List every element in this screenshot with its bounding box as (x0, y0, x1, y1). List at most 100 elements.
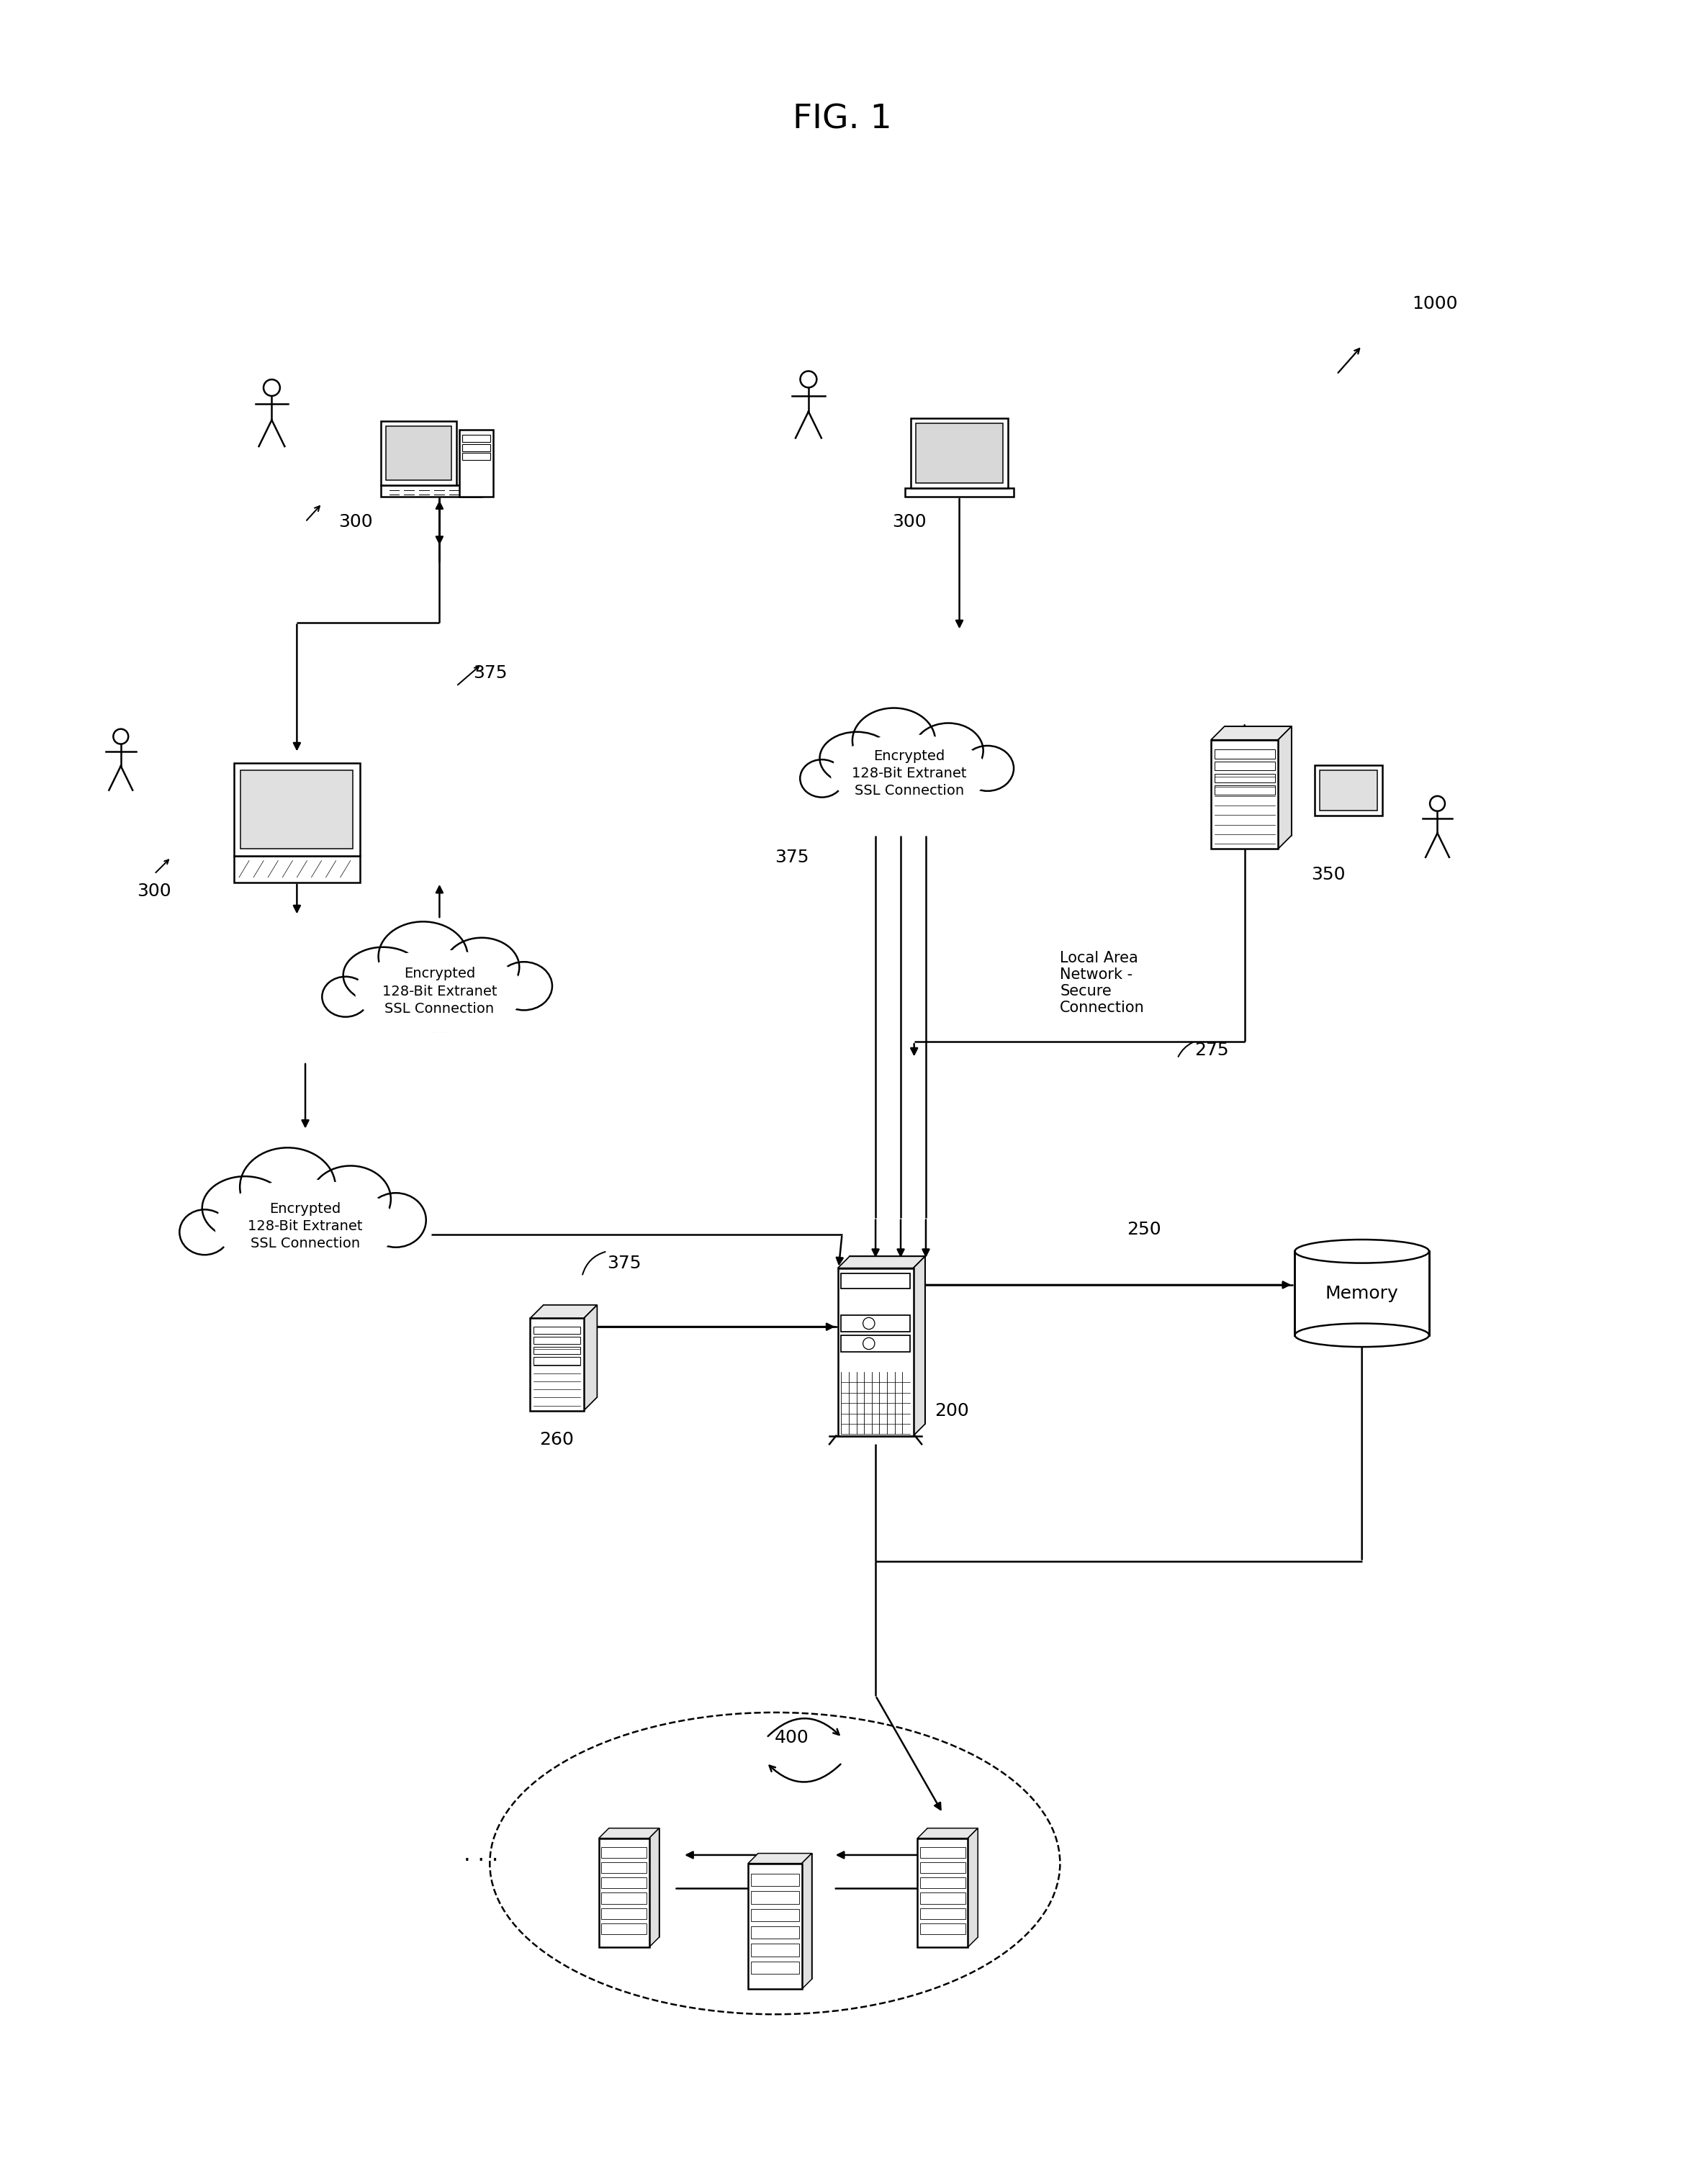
Bar (919, 1863, 965, 1874)
Polygon shape (918, 1828, 978, 1839)
Bar (234, 764, 360, 856)
Polygon shape (1278, 727, 1292, 850)
Bar (1320, 771, 1378, 810)
Bar (918, 1839, 968, 1948)
Bar (601, 1909, 647, 1920)
Bar (751, 1926, 800, 1939)
Bar (534, 1348, 581, 1354)
Text: 350: 350 (1312, 865, 1346, 882)
Bar (849, 1256, 925, 1424)
Polygon shape (1211, 727, 1292, 740)
Bar (842, 1315, 909, 1332)
Polygon shape (600, 1828, 658, 1839)
Polygon shape (968, 1828, 978, 1948)
Bar (530, 1319, 584, 1411)
Ellipse shape (820, 732, 894, 784)
Bar (911, 417, 1009, 489)
Text: Local Area
Network -
Secure
Connection: Local Area Network - Secure Connection (1059, 950, 1145, 1016)
Bar (601, 1878, 647, 1889)
Polygon shape (839, 1256, 925, 1269)
Ellipse shape (1295, 1241, 1430, 1262)
Text: 1000: 1000 (1413, 295, 1458, 312)
Bar (1214, 762, 1275, 771)
Text: 300: 300 (338, 513, 372, 531)
Bar (544, 1306, 598, 1398)
Bar (601, 1848, 647, 1859)
Ellipse shape (495, 961, 552, 1011)
Bar (919, 1909, 965, 1920)
Bar (1214, 749, 1275, 758)
Bar (1295, 1251, 1430, 1334)
Ellipse shape (1295, 1324, 1430, 1348)
Ellipse shape (852, 708, 935, 773)
Bar (1214, 773, 1275, 782)
Text: Encrypted
128-Bit Extranet
SSL Connection: Encrypted 128-Bit Extranet SSL Connectio… (382, 968, 497, 1016)
Ellipse shape (830, 734, 987, 812)
Ellipse shape (445, 937, 519, 996)
Bar (928, 1828, 978, 1937)
Bar (919, 1894, 965, 1904)
Bar (919, 1878, 965, 1889)
Text: 250: 250 (1127, 1221, 1162, 1238)
Ellipse shape (800, 760, 844, 797)
Text: 200: 200 (935, 1402, 968, 1420)
Bar (534, 1337, 581, 1343)
Ellipse shape (232, 1192, 379, 1271)
Text: Encrypted
128-Bit Extranet
SSL Connection: Encrypted 128-Bit Extranet SSL Connectio… (248, 1201, 362, 1251)
Bar (842, 1334, 909, 1352)
Ellipse shape (355, 950, 524, 1033)
Ellipse shape (962, 745, 1014, 791)
Ellipse shape (322, 976, 369, 1018)
Bar (461, 452, 490, 461)
Text: Encrypted
128-Bit Extranet
SSL Connection: Encrypted 128-Bit Extranet SSL Connectio… (852, 749, 967, 797)
Bar (534, 1326, 581, 1334)
Bar (916, 424, 1004, 483)
Text: 300: 300 (136, 882, 172, 900)
Ellipse shape (379, 922, 468, 992)
Text: 260: 260 (539, 1431, 574, 1448)
Bar (919, 1848, 965, 1859)
Bar (842, 1273, 909, 1289)
Text: 375: 375 (608, 1254, 642, 1271)
Bar (751, 1944, 800, 1957)
Polygon shape (648, 1828, 658, 1948)
Bar (381, 485, 482, 496)
Bar (919, 1924, 965, 1935)
Bar (751, 1961, 800, 1974)
Text: 375: 375 (775, 850, 808, 865)
Bar (751, 1874, 800, 1887)
Bar (534, 1356, 581, 1365)
Bar (234, 856, 360, 882)
Bar (461, 443, 490, 452)
Bar (601, 1924, 647, 1935)
Bar (601, 1894, 647, 1904)
Bar (1315, 764, 1383, 815)
Text: FIG. 1: FIG. 1 (793, 103, 891, 135)
Text: 300: 300 (893, 513, 926, 531)
Bar (839, 1269, 913, 1435)
Bar (1211, 740, 1278, 850)
Bar (758, 1854, 812, 1979)
Bar (904, 489, 1014, 496)
Text: 275: 275 (1194, 1042, 1229, 1059)
Text: . . .: . . . (465, 1845, 498, 1865)
Ellipse shape (202, 1177, 288, 1241)
Ellipse shape (372, 961, 507, 1031)
Ellipse shape (216, 1179, 396, 1273)
Bar (751, 1891, 800, 1904)
Polygon shape (913, 1256, 925, 1435)
Bar (610, 1828, 658, 1937)
Text: 400: 400 (775, 1730, 808, 1747)
Ellipse shape (239, 1147, 335, 1225)
Polygon shape (802, 1854, 812, 1990)
Bar (601, 1863, 647, 1874)
Bar (461, 435, 490, 441)
Ellipse shape (913, 723, 983, 778)
Ellipse shape (180, 1210, 229, 1256)
Bar (600, 1839, 648, 1948)
Ellipse shape (310, 1166, 391, 1232)
Text: 375: 375 (473, 664, 507, 681)
Bar (386, 426, 451, 480)
Polygon shape (748, 1854, 812, 1863)
Bar (460, 430, 493, 496)
